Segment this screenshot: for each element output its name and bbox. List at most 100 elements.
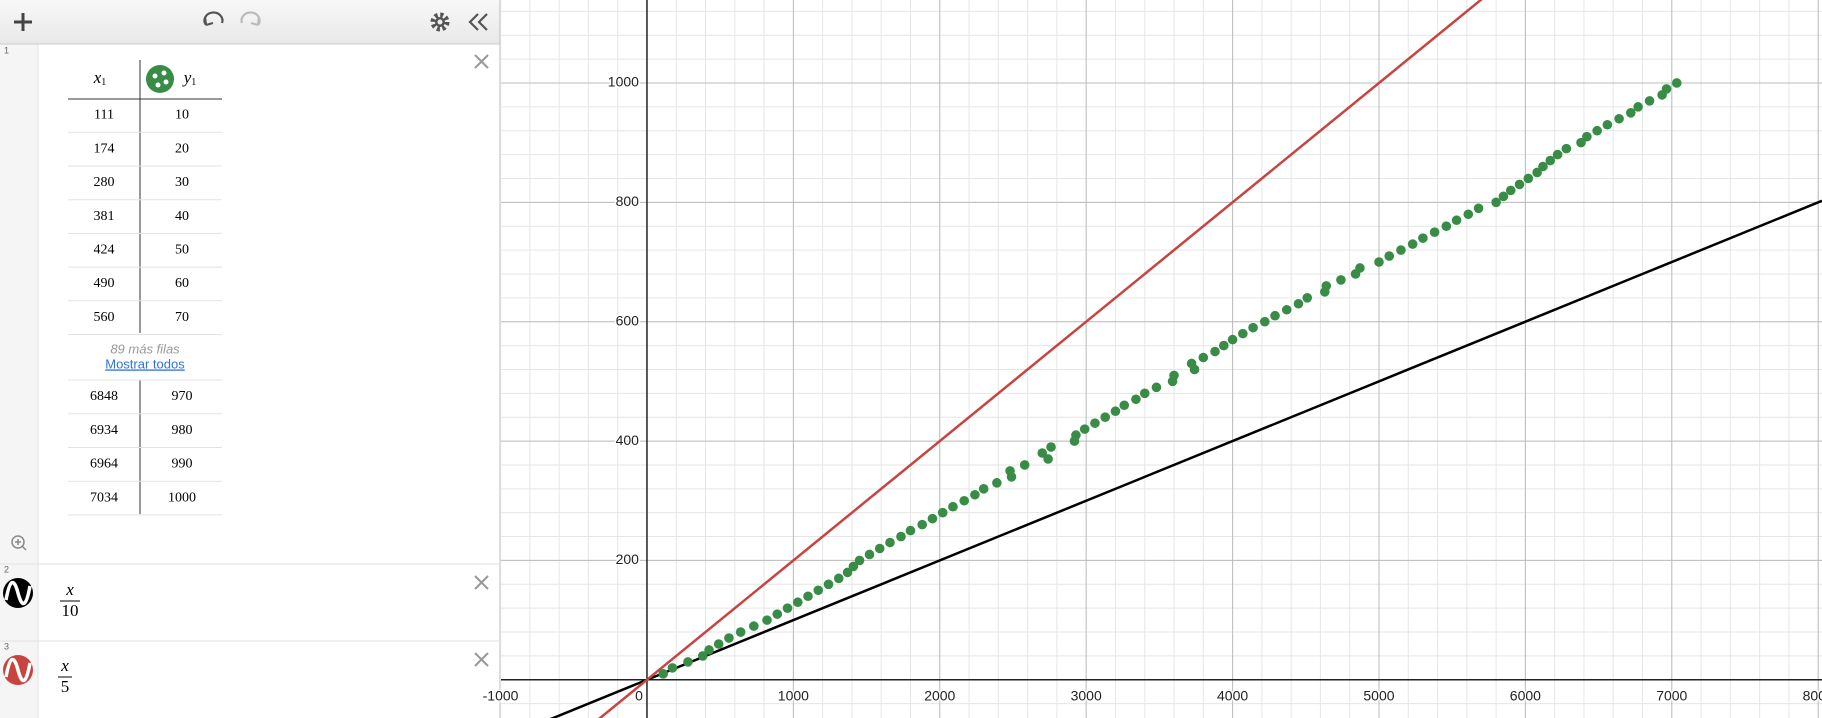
x-tick-label: 0 bbox=[635, 688, 643, 704]
data-point bbox=[970, 489, 980, 500]
data-point bbox=[917, 519, 928, 530]
data-point bbox=[1110, 406, 1121, 417]
data-point bbox=[1473, 203, 1484, 214]
data-point bbox=[927, 513, 938, 524]
data-point bbox=[724, 633, 734, 643]
data-point bbox=[1169, 370, 1179, 381]
toolbar bbox=[0, 0, 500, 44]
data-point bbox=[1505, 185, 1516, 196]
data-point bbox=[704, 645, 714, 655]
data-point bbox=[959, 495, 970, 506]
data-point bbox=[1552, 149, 1563, 160]
x-tick-label: 6000 bbox=[1510, 688, 1541, 704]
data-point bbox=[782, 603, 793, 613]
data-point bbox=[1238, 328, 1248, 339]
x-tick-label: 8000 bbox=[1803, 688, 1822, 704]
data-point bbox=[1671, 78, 1682, 88]
data-point bbox=[1302, 293, 1313, 303]
table-cell: 381 bbox=[94, 209, 115, 224]
data-point bbox=[1079, 424, 1090, 434]
y-tick-label: 400 bbox=[616, 432, 640, 448]
function-curve bbox=[598, 0, 1483, 718]
table-cell: 10 bbox=[175, 108, 189, 123]
table-cell: 6964 bbox=[90, 457, 118, 472]
close-button[interactable] bbox=[474, 575, 489, 590]
data-point bbox=[1090, 418, 1100, 428]
data-point bbox=[905, 525, 916, 536]
data-point bbox=[813, 585, 824, 596]
style-icon[interactable] bbox=[146, 65, 174, 93]
data-point bbox=[749, 621, 759, 631]
close-button[interactable] bbox=[474, 54, 489, 69]
hidden-rows: 89 más filas bbox=[110, 341, 180, 356]
data-point bbox=[1198, 352, 1209, 363]
data-point bbox=[1151, 382, 1162, 393]
zoom-button[interactable] bbox=[11, 535, 27, 551]
x-tick-label: 5000 bbox=[1363, 688, 1394, 704]
data-point bbox=[1119, 400, 1130, 411]
data-point bbox=[1532, 167, 1542, 178]
y-tick-label: 800 bbox=[616, 193, 640, 209]
table-cell: 490 bbox=[94, 276, 115, 291]
data-point bbox=[713, 639, 724, 649]
data-point bbox=[1336, 275, 1346, 285]
data-point bbox=[1625, 108, 1636, 118]
data-point bbox=[848, 561, 859, 572]
table-cell: 60 bbox=[175, 276, 189, 291]
collapse-button[interactable] bbox=[468, 13, 488, 31]
data-point bbox=[1355, 263, 1365, 273]
x-tick-label: 2000 bbox=[924, 688, 955, 704]
data-point bbox=[697, 651, 708, 661]
data-point bbox=[1374, 257, 1384, 267]
settings-button[interactable] bbox=[430, 12, 450, 32]
data-point bbox=[1582, 131, 1592, 142]
add-button[interactable] bbox=[14, 13, 32, 31]
data-point bbox=[854, 555, 865, 566]
data-point bbox=[1046, 442, 1056, 452]
data-point bbox=[937, 507, 948, 518]
x-tick-label: -1000 bbox=[483, 688, 519, 704]
table-cell: 980 bbox=[172, 423, 193, 438]
close-button[interactable] bbox=[474, 652, 489, 667]
data-point bbox=[1491, 197, 1501, 208]
show-all-link[interactable]: Mostrar todos bbox=[105, 356, 185, 371]
data-point bbox=[683, 657, 693, 667]
table-cell: 424 bbox=[94, 243, 115, 258]
data-point bbox=[1131, 394, 1141, 405]
data-point bbox=[803, 591, 813, 602]
data-point bbox=[978, 484, 989, 494]
data-point bbox=[1451, 215, 1462, 226]
function-curve bbox=[549, 199, 1822, 718]
table-cell: 6934 bbox=[90, 423, 118, 438]
x-tick-label: 1000 bbox=[778, 688, 809, 704]
graph-paper[interactable] bbox=[501, 0, 1822, 718]
data-point bbox=[1043, 454, 1053, 464]
data-point bbox=[1321, 281, 1332, 291]
data-point bbox=[1661, 84, 1672, 94]
undo-button[interactable] bbox=[203, 11, 224, 27]
style-icon[interactable] bbox=[3, 578, 33, 608]
data-point bbox=[1614, 113, 1624, 124]
table-cell: 70 bbox=[175, 310, 189, 325]
y-tick-label: 600 bbox=[616, 312, 640, 328]
data-point bbox=[885, 537, 895, 548]
numerator: x bbox=[65, 580, 74, 599]
data-point bbox=[1037, 448, 1048, 458]
data-point bbox=[1139, 388, 1150, 399]
table-cell: 50 bbox=[175, 243, 189, 258]
style-icon[interactable] bbox=[3, 655, 33, 685]
data-point bbox=[1396, 245, 1406, 255]
data-point bbox=[823, 579, 834, 590]
table-cell: 970 bbox=[172, 389, 193, 404]
expression-index: 1 bbox=[4, 45, 9, 55]
y-tick-label: 200 bbox=[616, 551, 640, 567]
data-point bbox=[735, 627, 746, 637]
table-cell: 111 bbox=[94, 108, 114, 123]
data-point bbox=[1418, 233, 1428, 243]
data-point bbox=[1210, 346, 1220, 357]
table-cell: 560 bbox=[94, 310, 115, 325]
data-point bbox=[792, 597, 803, 608]
redo-button[interactable] bbox=[240, 11, 261, 27]
data-point bbox=[1384, 251, 1395, 261]
x-tick-label: 3000 bbox=[1071, 688, 1102, 704]
